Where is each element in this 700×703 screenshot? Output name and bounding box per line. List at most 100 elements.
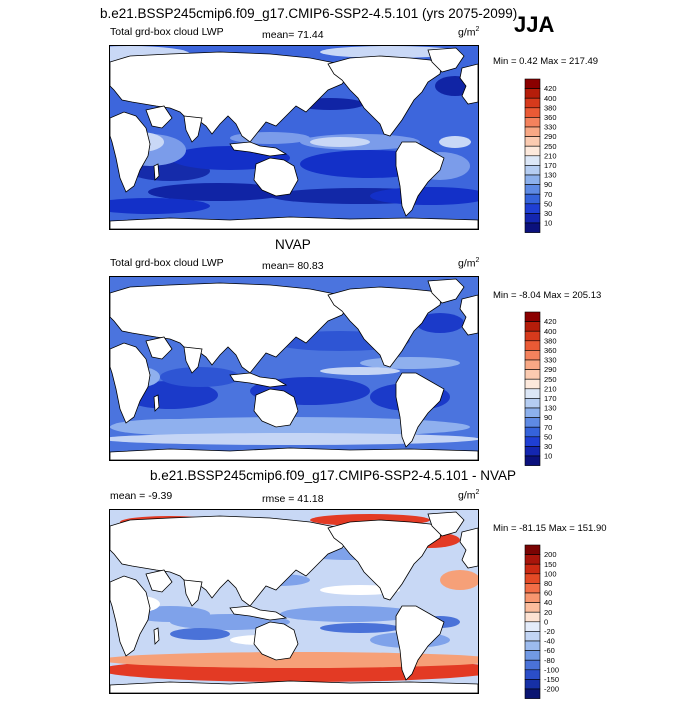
continent-india: [183, 579, 203, 607]
colorbar-tick-label: 250: [544, 142, 557, 151]
continent-madagascar: [153, 394, 160, 412]
panel2-variable-label: Total grd-box cloud LWP: [110, 257, 224, 269]
colorbar-box: [524, 417, 541, 428]
colorbar-box: [524, 688, 541, 699]
panel2-units: g/m2: [458, 257, 480, 270]
panel2-title: NVAP: [275, 237, 311, 252]
colorbar-box: [524, 602, 541, 613]
contour-region: [160, 367, 240, 387]
contour-region: [370, 187, 478, 205]
continent-greenland: [427, 278, 465, 304]
panel3-minmax: Min = -81.15 Max = 151.90: [493, 523, 607, 534]
colorbar-box: [524, 126, 541, 137]
colorbar-box: [524, 359, 541, 370]
colorbar-tick-label: -20: [544, 627, 555, 636]
colorbar-box: [524, 165, 541, 176]
continent-madagascar: [153, 163, 160, 181]
colorbar-box: [524, 184, 541, 195]
colorbar-tick-label: 360: [544, 113, 557, 122]
continent-india: [183, 346, 203, 374]
colorbar-tick-label: 250: [544, 375, 557, 384]
colorbar-tick-label: 290: [544, 365, 557, 374]
colorbar-tick-label: 130: [544, 171, 557, 180]
colorbar-tick-label: 70: [544, 190, 552, 199]
continent-europe-west: [459, 294, 478, 336]
colorbar-box: [524, 88, 541, 99]
colorbar-tick-label: 330: [544, 123, 557, 132]
continent-europe-west: [459, 527, 478, 569]
colorbar-tick-label: 150: [544, 560, 557, 569]
contour-region: [320, 367, 400, 375]
colorbar-tick-label: 210: [544, 384, 557, 393]
panel3-mean-label: mean = -9.39: [110, 490, 173, 502]
colorbar-tick-label: 380: [544, 336, 557, 345]
colorbar-box: [524, 193, 541, 205]
colorbar-box: [524, 222, 541, 233]
contour-region: [110, 433, 478, 445]
colorbar-tick-label: 30: [544, 209, 552, 218]
colorbar-box: [524, 145, 541, 157]
continent-africa: [110, 575, 151, 657]
contour-region: [310, 137, 370, 147]
continent-south-america: [395, 372, 445, 448]
continent-north-america: [327, 519, 443, 601]
continent-arabia: [145, 336, 173, 360]
colorbar-box: [524, 631, 541, 642]
continent-arabia: [145, 569, 173, 593]
panel2-map: [109, 276, 479, 461]
panel3-colorbar: 200 150 100 80 60 40 20 0 -20 -40 -60 -80 -100 -150 -2…: [524, 544, 585, 703]
colorbar-box: [524, 78, 541, 89]
colorbar-box: [524, 203, 541, 214]
contour-region: [280, 606, 420, 622]
colorbar-box: [524, 350, 541, 361]
colorbar-tick-label: 90: [544, 413, 552, 422]
colorbar-box: [524, 611, 541, 623]
colorbar-tick-label: 360: [544, 346, 557, 355]
colorbar-box: [524, 621, 541, 632]
continent-antarctica: [110, 447, 478, 460]
colorbar-tick-label: -200: [544, 685, 559, 694]
contour-region: [439, 136, 471, 148]
colorbar-tick-label: -80: [544, 656, 555, 665]
continent-indonesia: [229, 141, 288, 157]
contour-region: [360, 357, 460, 369]
colorbar-tick-label: -60: [544, 646, 555, 655]
contour-region: [110, 652, 478, 668]
contour-region: [416, 313, 464, 333]
colorbar-tick-label: 380: [544, 103, 557, 112]
colorbar-box: [524, 659, 541, 671]
colorbar-box: [524, 340, 541, 351]
continent-madagascar: [153, 627, 160, 645]
colorbar-box: [524, 436, 541, 447]
continent-north-america: [327, 286, 443, 368]
colorbar-box: [524, 107, 541, 118]
panel1-map: [109, 45, 479, 230]
colorbar-tick-label: 170: [544, 394, 557, 403]
contour-region: [110, 198, 210, 214]
panel1-variable-label: Total grd-box cloud LWP: [110, 26, 224, 38]
contour-region: [440, 570, 478, 590]
colorbar-tick-label: 200: [544, 550, 557, 559]
panel3-units: g/m2: [458, 489, 480, 502]
colorbar-box: [524, 650, 541, 661]
colorbar-tick-label: 290: [544, 132, 557, 141]
continent-india: [183, 115, 203, 143]
continent-arabia: [145, 105, 173, 129]
continent-indonesia: [229, 372, 288, 388]
continent-north-america: [327, 55, 443, 137]
continent-europe-west: [459, 63, 478, 105]
colorbar-tick-label: -40: [544, 637, 555, 646]
colorbar-box: [524, 573, 541, 584]
continent-antarctica: [110, 680, 478, 693]
colorbar-box: [524, 117, 541, 128]
colorbar-tick-label: 170: [544, 161, 557, 170]
colorbar-box: [524, 388, 541, 399]
continent-greenland: [427, 47, 465, 73]
contour-region: [320, 46, 460, 58]
colorbar-tick-label: 100: [544, 569, 557, 578]
colorbar-box: [524, 330, 541, 342]
colorbar-tick-label: 400: [544, 327, 557, 336]
colorbar-box: [524, 97, 541, 109]
colorbar-tick-label: -150: [544, 675, 559, 684]
colorbar-tick-label: 40: [544, 598, 552, 607]
